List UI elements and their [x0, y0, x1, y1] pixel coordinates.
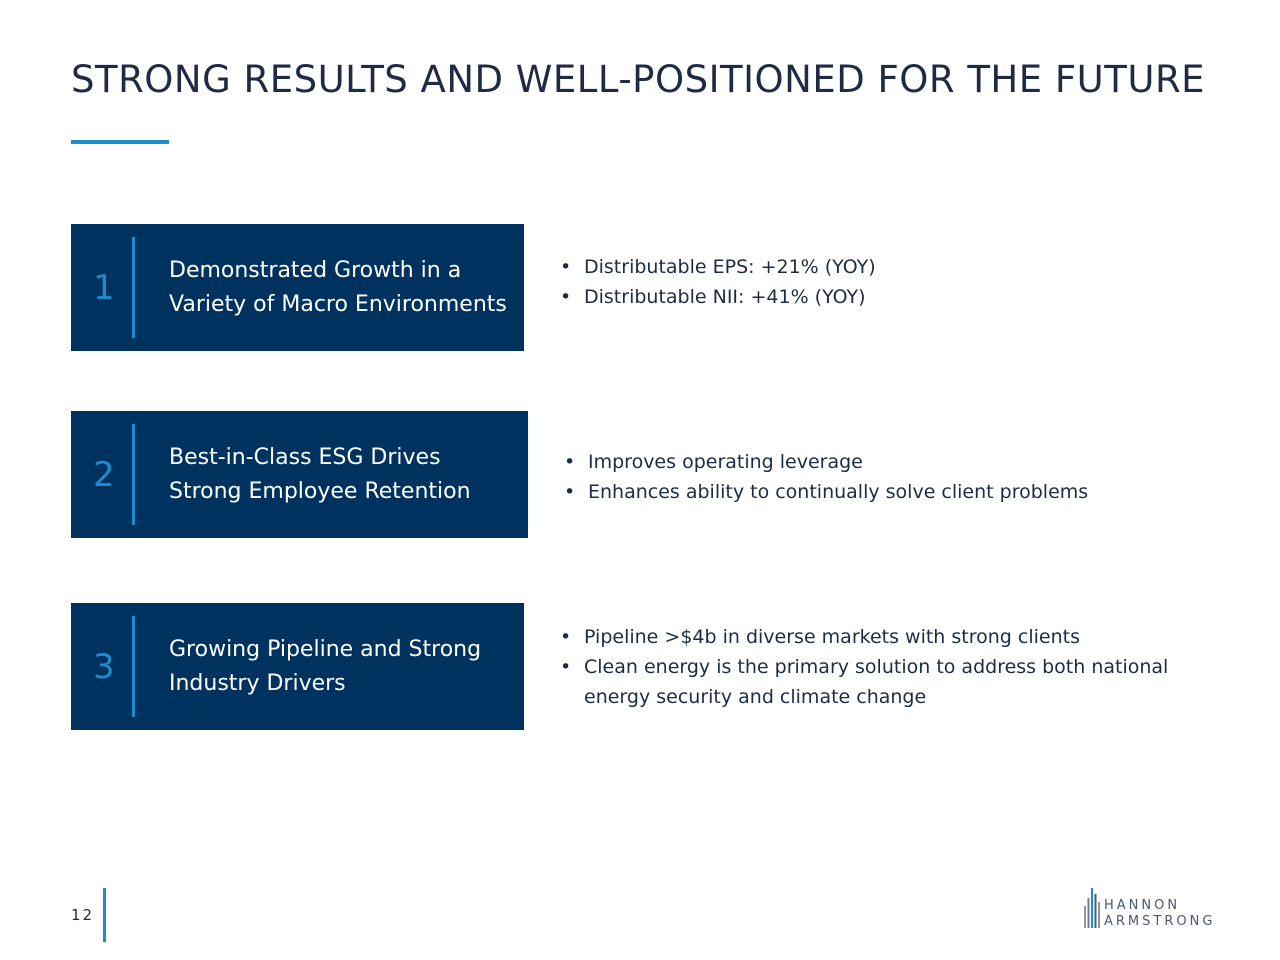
- section-1-bullets: Distributable EPS: +21% (YOY) Distributa…: [560, 252, 1240, 312]
- section-2-divider: [132, 424, 135, 525]
- bullet-item: Distributable EPS: +21% (YOY): [560, 252, 1240, 282]
- section-3-card: 3 Growing Pipeline and Strong Industry D…: [71, 603, 524, 730]
- bullet-item: Clean energy is the primary solution to …: [560, 652, 1220, 712]
- bullet-item: Distributable NII: +41% (YOY): [560, 282, 1240, 312]
- section-2-card: 2 Best-in-Class ESG Drives Strong Employ…: [71, 411, 528, 538]
- logo-wordmark: HANNON ARMSTRONG: [1104, 898, 1215, 930]
- section-3-number: 3: [93, 646, 115, 687]
- section-2-heading: Best-in-Class ESG Drives Strong Employee…: [169, 441, 471, 509]
- bullet-item: Improves operating leverage: [564, 447, 1244, 477]
- logo-line1: HANNON: [1104, 898, 1181, 913]
- section-1-heading-line1: Demonstrated Growth in a: [169, 257, 462, 283]
- section-3-heading-line1: Growing Pipeline and Strong: [169, 636, 482, 662]
- page-number: 12: [71, 906, 95, 924]
- building-bars-icon: [1084, 888, 1100, 928]
- section-3-heading-line2: Industry Drivers: [169, 670, 346, 696]
- section-1-heading-line2: Variety of Macro Environments: [169, 291, 507, 317]
- bullet-item: Enhances ability to continually solve cl…: [564, 477, 1244, 507]
- section-1-heading: Demonstrated Growth in a Variety of Macr…: [169, 254, 507, 322]
- section-2-bullets: Improves operating leverage Enhances abi…: [564, 447, 1244, 507]
- section-2-heading-line2: Strong Employee Retention: [169, 478, 471, 504]
- section-2-number: 2: [93, 454, 115, 495]
- slide-title: STRONG RESULTS AND WELL-POSITIONED FOR T…: [71, 58, 1206, 101]
- title-underline: [71, 140, 169, 144]
- bullet-item: Pipeline >$4b in diverse markets with st…: [560, 622, 1220, 652]
- section-1-divider: [132, 237, 135, 338]
- section-3-heading: Growing Pipeline and Strong Industry Dri…: [169, 633, 481, 701]
- section-2-heading-line1: Best-in-Class ESG Drives: [169, 444, 441, 470]
- footer-divider: [103, 888, 106, 942]
- logo-line2: ARMSTRONG: [1104, 914, 1216, 929]
- section-3-bullets: Pipeline >$4b in diverse markets with st…: [560, 622, 1220, 712]
- section-1-card: 1 Demonstrated Growth in a Variety of Ma…: [71, 224, 524, 351]
- section-1-number: 1: [93, 267, 115, 308]
- section-3-divider: [132, 616, 135, 717]
